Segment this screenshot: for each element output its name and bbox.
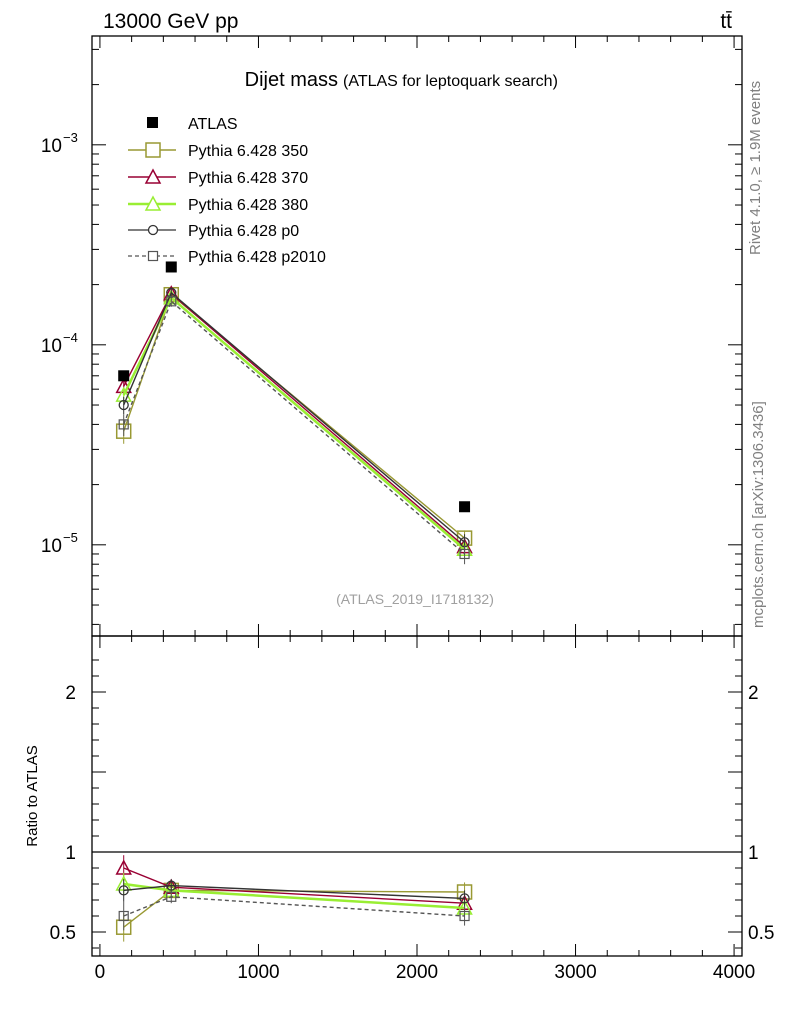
ratio-y-tick-label-right: 0.5 <box>748 923 774 944</box>
ratio-data-point <box>459 910 470 922</box>
ratio-data-point <box>166 880 177 891</box>
x-tick-label: 3000 <box>554 962 596 983</box>
ratio-data-point <box>459 893 470 904</box>
y-tick-label: 10 <box>41 336 62 357</box>
legend-marker-350 <box>145 142 161 158</box>
ratio-y-tick-label-right: 2 <box>748 683 759 704</box>
y-tick-label-exponent: −5 <box>63 530 78 545</box>
legend-marker-p2010 <box>147 250 159 262</box>
legend-marker-380 <box>144 195 162 211</box>
main-series-line <box>122 295 466 551</box>
legend-label-350: Pythia 6.428 350 <box>188 143 308 160</box>
atlas-data-point <box>459 501 471 513</box>
main-data-point <box>118 399 129 411</box>
main-series-line <box>123 300 466 555</box>
mcplots-label: mcplots.cern.ch [arXiv:1306.3436] <box>750 401 767 628</box>
legend-label-atlas: ATLAS <box>188 116 238 133</box>
legend-label-370: Pythia 6.428 370 <box>188 170 308 187</box>
y-tick-label-exponent: −4 <box>63 330 78 345</box>
legend: ATLAS Pythia 6.428 350 Pythia 6.428 370 … <box>128 116 326 266</box>
y-tick-label-exponent: −3 <box>63 130 78 145</box>
process-label: tt̄ <box>720 10 732 33</box>
chart-subtitle: (ATLAS for leptoquark search) <box>343 73 558 90</box>
x-tick-label: 0 <box>95 962 106 983</box>
legend-marker-p0 <box>147 224 159 236</box>
legend-marker-atlas <box>147 117 158 128</box>
atlas-data-point <box>165 261 177 273</box>
legend-label-p0: Pythia 6.428 p0 <box>188 223 299 240</box>
chart-title: Dijet mass <box>245 69 338 91</box>
ratio-y-tick-label-right: 1 <box>748 843 759 864</box>
legend-marker-370 <box>144 168 162 184</box>
ratio-ylabel: Ratio to ATLAS <box>24 745 41 846</box>
ratio-y-tick-label: 2 <box>65 683 76 704</box>
main-series-line <box>123 292 466 548</box>
main-data-point <box>459 548 470 560</box>
y-tick-label: 10 <box>41 536 62 557</box>
analysis-id: (ATLAS_2019_I1718132) <box>336 591 494 607</box>
ratio-data-point <box>118 885 129 896</box>
atlas-data-point <box>118 370 130 382</box>
main-data-point <box>166 296 177 307</box>
energy-label: 13000 GeV pp <box>103 10 238 33</box>
ratio-data-point <box>166 891 177 902</box>
legend-label-380: Pythia 6.428 380 <box>188 197 308 214</box>
ratio-data-point <box>118 910 129 922</box>
ratio-y-tick-label: 0.5 <box>50 923 76 944</box>
x-tick-label: 1000 <box>237 962 279 983</box>
x-tick-label: 4000 <box>713 962 755 983</box>
x-tick-label: 2000 <box>396 962 438 983</box>
main-data-point <box>118 419 129 430</box>
rivet-label: Rivet 4.1.0, ≥ 1.9M events <box>747 81 764 255</box>
ratio-series-line <box>123 896 465 917</box>
y-tick-label: 10 <box>41 136 62 157</box>
ratio-y-tick-label: 1 <box>65 843 76 864</box>
legend-label-p2010: Pythia 6.428 p2010 <box>188 249 326 266</box>
ratio-plot-frame <box>91 635 743 957</box>
